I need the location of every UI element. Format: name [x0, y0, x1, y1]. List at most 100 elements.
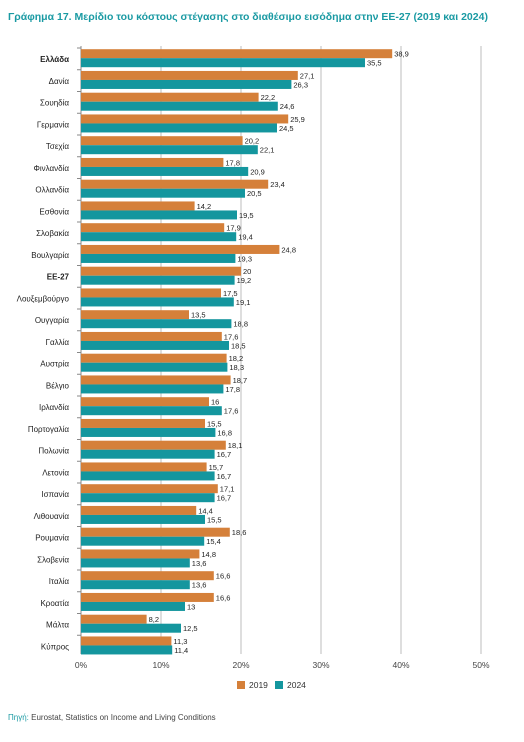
bar-2024: [81, 123, 277, 133]
bar-2024: [81, 297, 234, 307]
data-label-2019: 14,4: [198, 506, 213, 515]
bar-2024: [81, 362, 228, 372]
bar-2024: [81, 232, 237, 242]
bar-2019: [81, 70, 298, 80]
data-label-2019: 16,6: [216, 593, 231, 602]
data-label-2019: 18,7: [233, 376, 248, 385]
category-label: Ολλανδία: [35, 186, 69, 195]
bar-2024: [81, 558, 190, 568]
category-label: Πορτογαλία: [28, 425, 70, 434]
x-tick-label: 40%: [392, 660, 409, 670]
category-label: Γερμανία: [37, 120, 70, 129]
bar-2024: [81, 79, 292, 89]
data-label-2024: 15,4: [206, 537, 221, 546]
category-label: Λιθουανία: [34, 512, 70, 521]
data-label-2024: 13: [187, 602, 195, 611]
data-label-2024: 19,5: [239, 211, 254, 220]
category-label: Ρουμανία: [35, 534, 69, 543]
data-label-2019: 11,3: [173, 637, 187, 646]
data-label-2024: 17,6: [224, 407, 239, 416]
data-label-2024: 16,8: [217, 428, 232, 437]
bar-2019: [81, 201, 195, 211]
bar-2024: [81, 536, 205, 546]
data-label-2019: 17,9: [226, 224, 241, 233]
bar-2024: [81, 514, 205, 524]
data-label-2024: 18,8: [233, 320, 248, 329]
chart-title: Γράφημα 17. Μερίδιο του κόστους στέγασης…: [8, 11, 488, 23]
category-label: Κύπρος: [41, 642, 69, 651]
category-label: Ισπανία: [41, 490, 69, 499]
data-label-2019: 17,1: [220, 485, 235, 494]
legend-swatch-2019: [237, 681, 245, 689]
category-label: Λετονία: [42, 468, 69, 477]
category-label: Πολωνία: [38, 447, 69, 456]
bar-2019: [81, 549, 200, 559]
data-label-2019: 16,6: [216, 572, 231, 581]
data-label-2019: 22,2: [261, 93, 276, 102]
category-label: Σλοβενία: [37, 555, 69, 564]
bar-2024: [81, 340, 229, 350]
bar-2024: [81, 188, 245, 198]
category-label: Βέλγιο: [46, 381, 70, 390]
data-label-2024: 19,1: [236, 298, 251, 307]
category-label: Ιρλανδία: [39, 403, 69, 412]
legend-swatch-2024: [275, 681, 283, 689]
data-label-2024: 19,4: [238, 233, 253, 242]
data-label-2019: 20,2: [245, 137, 260, 146]
bar-2024: [81, 645, 173, 655]
bar-2019: [81, 310, 189, 320]
bar-2019: [81, 571, 214, 581]
data-label-2024: 18,3: [229, 363, 244, 372]
legend-label-2019: 2019: [249, 680, 268, 690]
data-label-2024: 11,4: [174, 646, 188, 655]
category-label: ΕΕ-27: [47, 273, 70, 282]
bar-2019: [81, 505, 197, 515]
data-label-2019: 24,8: [281, 245, 296, 254]
data-label-2019: 8,2: [149, 615, 159, 624]
bar-2024: [81, 406, 222, 416]
category-label: Σλοβακία: [36, 229, 69, 238]
bar-2019: [81, 375, 231, 385]
bar-2019: [81, 462, 207, 472]
category-label: Εσθονία: [39, 207, 69, 216]
bar-2019: [81, 266, 241, 276]
bar-2019: [81, 484, 218, 494]
chart-title-prefix: Γράφημα 17.: [8, 11, 72, 23]
category-label: Κροατία: [40, 599, 69, 608]
bar-2019: [81, 92, 259, 102]
x-tick-label: 30%: [312, 660, 329, 670]
bar-2019: [81, 114, 289, 124]
bar-2019: [81, 418, 205, 428]
bar-2024: [81, 210, 237, 220]
bar-2024: [81, 580, 190, 590]
data-label-2024: 35,5: [367, 59, 382, 68]
category-label: Ιταλία: [49, 577, 70, 586]
bar-2019: [81, 353, 227, 363]
data-label-2019: 17,8: [225, 158, 240, 167]
data-label-2024: 20,5: [247, 189, 262, 198]
data-label-2019: 23,4: [270, 180, 285, 189]
data-label-2024: 18,5: [231, 341, 246, 350]
bar-2019: [81, 223, 225, 233]
bar-2019: [81, 244, 280, 254]
data-label-2019: 18,1: [228, 441, 243, 450]
data-label-2024: 16,7: [217, 494, 232, 503]
category-label: Φινλανδία: [33, 164, 69, 173]
data-label-2019: 15,7: [209, 463, 224, 472]
legend-label-2024: 2024: [287, 680, 306, 690]
data-label-2024: 22,1: [260, 146, 275, 155]
data-label-2024: 24,5: [279, 124, 294, 133]
bar-2024: [81, 601, 185, 611]
bar-2024: [81, 58, 365, 68]
category-label: Γαλλία: [46, 338, 70, 347]
data-label-2024: 16,7: [217, 472, 232, 481]
bar-2019: [81, 49, 393, 59]
data-label-2024: 16,7: [217, 450, 232, 459]
category-label: Ελλάδα: [40, 55, 69, 64]
data-label-2024: 24,6: [280, 102, 295, 111]
bar-2024: [81, 319, 232, 329]
bar-2024: [81, 275, 235, 285]
data-label-2024: 13,6: [192, 559, 207, 568]
data-label-2024: 26,3: [293, 80, 308, 89]
